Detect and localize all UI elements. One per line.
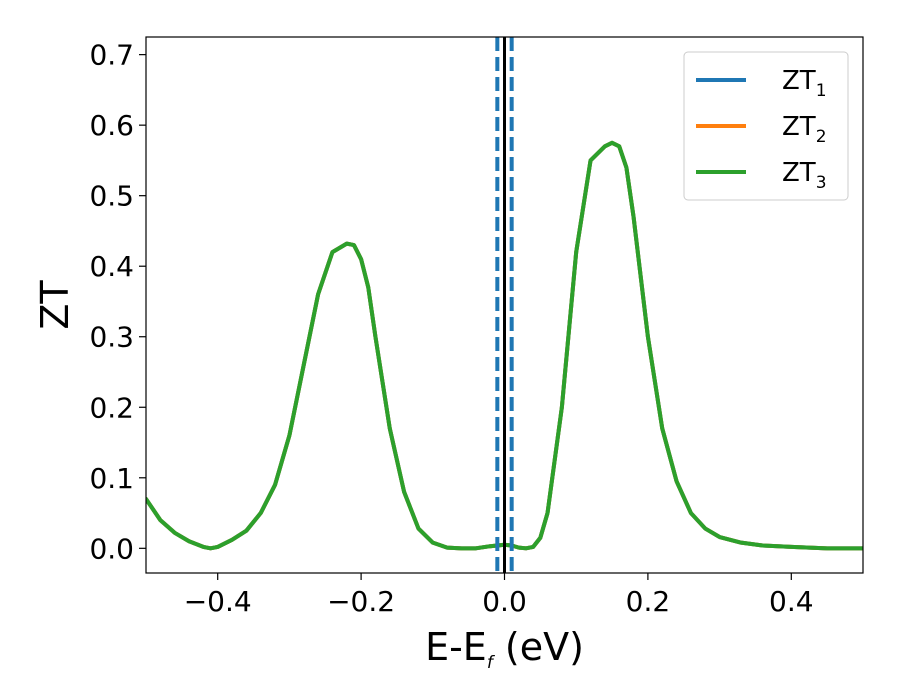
- series-line-zt3: [146, 140, 863, 551]
- x-axis-label-unit: (eV): [493, 625, 584, 669]
- y-tick-label: 0.1: [89, 462, 134, 495]
- x-axis-label-main: E-E: [425, 625, 487, 669]
- legend: ZT1 ZT2 ZT3: [683, 51, 849, 201]
- legend-label-zt1: ZT1: [782, 66, 827, 101]
- legend-items: ZT1 ZT2 ZT3: [696, 66, 827, 193]
- x-axis-ticks: −0.4 −0.2 0.0 0.2 0.4: [184, 573, 814, 618]
- series-layer: [146, 140, 863, 551]
- x-tick-label: −0.2: [327, 585, 395, 618]
- x-tick-label: −0.4: [184, 585, 252, 618]
- y-axis-label: ZT: [33, 280, 77, 330]
- x-axis-label-subscript: f: [487, 653, 496, 673]
- y-tick-label: 0.7: [89, 39, 134, 72]
- vertical-lines-layer: [495, 37, 514, 573]
- x-axis-label: E-Ef (eV): [425, 625, 584, 673]
- y-axis-ticks: 0.0 0.1 0.2 0.3 0.4 0.5 0.6 0.7: [89, 39, 146, 565]
- legend-box: [683, 51, 849, 201]
- x-tick-label: 0.4: [769, 585, 814, 618]
- y-tick-label: 0.2: [89, 391, 134, 424]
- legend-label-zt3: ZT3: [782, 158, 827, 193]
- y-tick-label: 0.5: [89, 180, 134, 213]
- y-tick-label: 0.3: [89, 321, 134, 354]
- legend-label-zt2: ZT2: [782, 112, 827, 147]
- y-tick-label: 0.0: [89, 532, 134, 565]
- y-tick-label: 0.6: [89, 109, 134, 142]
- x-tick-label: 0.2: [626, 585, 671, 618]
- x-tick-label: 0.0: [482, 585, 527, 618]
- y-tick-label: 0.4: [89, 250, 134, 283]
